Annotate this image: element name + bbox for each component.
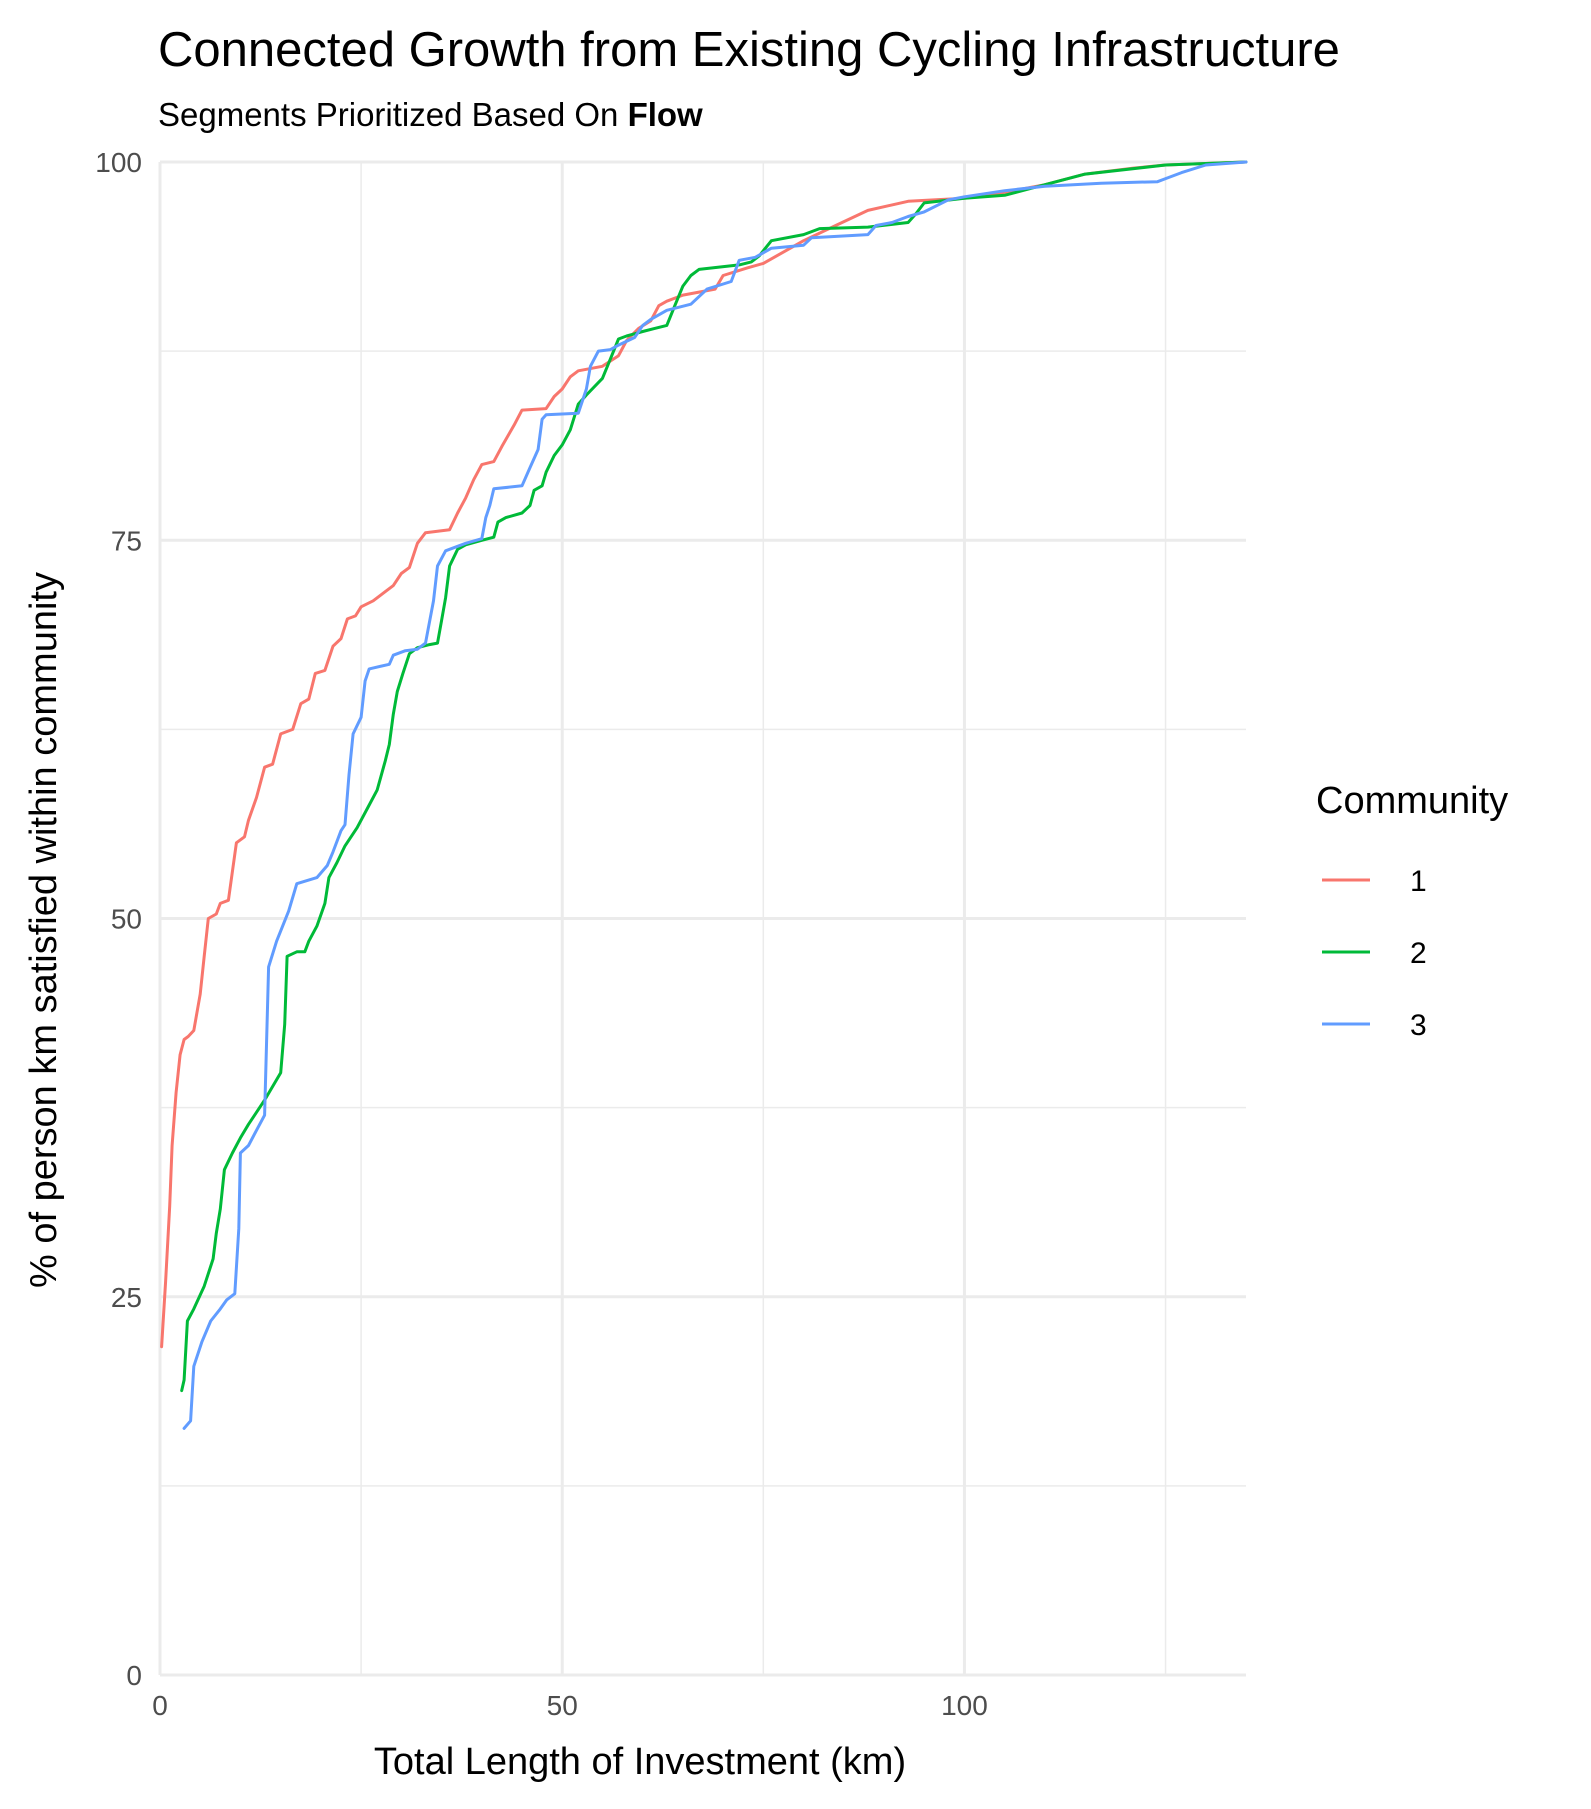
legend-label-community-1: 1 [1410,865,1427,898]
series-line-community-3 [182,160,1248,1430]
series-lines [160,160,1248,1430]
legend-title: Community [1316,780,1508,822]
legend: Community 1 2 3 [1316,780,1508,1042]
y-tick-label: 0 [126,1660,142,1691]
chart-title: Connected Growth from Existing Cycling I… [158,23,1340,77]
legend-label-community-2: 2 [1410,937,1427,970]
chart-subtitle: Segments Prioritized Based On Flow [158,96,703,133]
y-tick-label: 25 [111,1282,142,1313]
x-axis-title: Total Length of Investment (km) [374,1741,906,1783]
y-axis-title: % of person km satisfied within communit… [23,572,65,1288]
x-tick-label: 100 [941,1690,988,1721]
y-tick-label: 100 [95,147,142,178]
tick-labels: 0 50 100 0 25 50 75 100 [95,147,988,1721]
chart-subtitle-emphasis: Flow [628,96,703,133]
legend-label-community-3: 3 [1410,1009,1427,1042]
x-tick-label: 0 [152,1690,168,1721]
gridlines [158,160,1246,1677]
x-tick-label: 50 [547,1690,578,1721]
y-tick-label: 50 [111,904,142,935]
y-tick-label: 75 [111,525,142,556]
chart-subtitle-prefix: Segments Prioritized Based On [158,96,628,133]
